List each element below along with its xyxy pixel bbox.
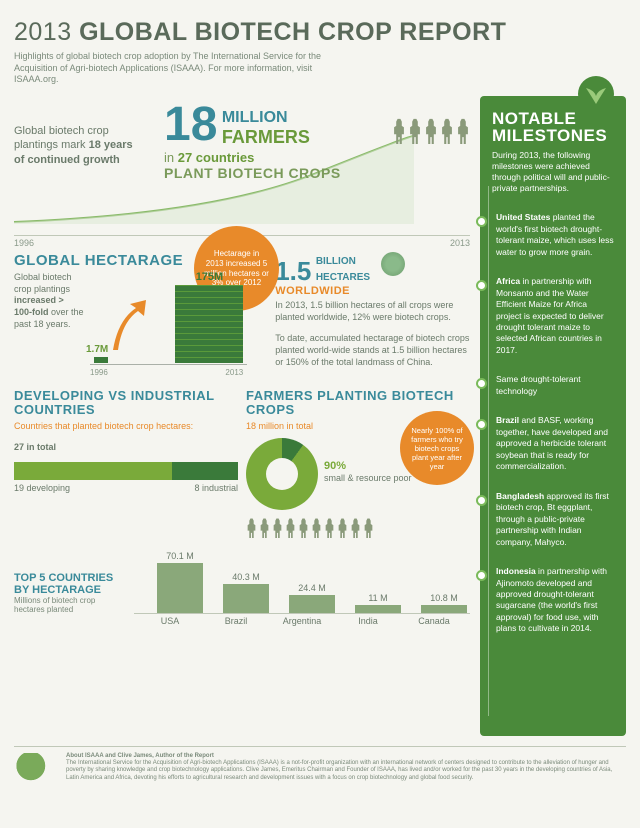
- timeline-end: 2013: [450, 238, 470, 248]
- top5-sub: Millions of biotech crop hectares plante…: [14, 596, 124, 614]
- dev-industrial-section: DEVELOPING VS INDUSTRIAL COUNTRIES Count…: [14, 389, 238, 538]
- chart-end-label: 175M: [196, 271, 224, 283]
- worldwide-text1: In 2013, 1.5 billion hectares of all cro…: [275, 300, 470, 323]
- hero-million: MILLION: [222, 110, 288, 126]
- farmers-donut: [246, 438, 318, 510]
- farmers-badge: Nearly 100% of farmers who try biotech c…: [400, 411, 474, 485]
- growth-caption: Global biotech crop plantings mark 18 ye…: [14, 124, 144, 167]
- page-subtitle: Highlights of global biotech crop adopti…: [14, 51, 324, 86]
- arrow-icon: [108, 300, 148, 355]
- milestones-line: [488, 186, 489, 716]
- footer-text: About ISAAA and Clive James, Author of t…: [66, 753, 626, 785]
- chart-start-label: 1.7M: [86, 344, 108, 355]
- page-title: 2013 GLOBAL BIOTECH CROP REPORT: [14, 18, 626, 47]
- farmer-icons: [392, 116, 470, 144]
- right-column: NOTABLE MILESTONES During 2013, the foll…: [480, 96, 626, 736]
- hectarage-text: Global biotech crop plantings increased …: [14, 272, 84, 375]
- farmers-icon-row: [246, 516, 470, 538]
- milestones-title: NOTABLE MILESTONES: [492, 110, 614, 144]
- top5-title: TOP 5 COUNTRIES BY HECTARAGE: [14, 572, 124, 596]
- hero-countries: in 27 countries: [164, 150, 341, 165]
- milestones-intro: During 2013, the following milestones we…: [492, 150, 614, 194]
- infographic-container: 2013 GLOBAL BIOTECH CROP REPORT Highligh…: [0, 0, 640, 795]
- dev-title: DEVELOPING VS INDUSTRIAL COUNTRIES: [14, 389, 238, 418]
- globe-icon: [381, 252, 405, 276]
- left-column: Global biotech crop plantings mark 18 ye…: [14, 96, 470, 736]
- footer: About ISAAA and Clive James, Author of t…: [14, 746, 626, 785]
- milestones-panel: NOTABLE MILESTONES During 2013, the foll…: [480, 96, 626, 736]
- chart-start-bar: [94, 357, 108, 363]
- farmers-planting-section: FARMERS PLANTING BIOTECH CROPS 18 millio…: [246, 389, 470, 538]
- plant-icon: [576, 74, 616, 114]
- dev-total: 27 in total: [14, 442, 238, 454]
- dev-farmers-row: DEVELOPING VS INDUSTRIAL COUNTRIES Count…: [14, 389, 470, 538]
- hero-section: Global biotech crop plantings mark 18 ye…: [14, 96, 470, 236]
- hectarage-row: Hectarage in 2013 increased 5 million he…: [14, 252, 470, 375]
- worldwide-hect: HECTARES: [316, 273, 370, 283]
- chart-axis: [90, 364, 247, 365]
- timeline-start: 1996: [14, 238, 34, 248]
- dev-stacked-bar: [14, 462, 238, 480]
- worldwide-section: 1.5 BILLION HECTARES WORLDWIDE In 2013, …: [275, 252, 470, 375]
- main-columns: Global biotech crop plantings mark 18 ye…: [14, 96, 626, 736]
- dev-sub: Countries that planted biotech crop hect…: [14, 421, 238, 433]
- hero-number: 18: [164, 106, 217, 144]
- dev-label: 19 developing: [14, 483, 70, 493]
- ind-label: 8 industrial: [194, 483, 238, 493]
- worldwide-number: 1.5: [275, 260, 311, 283]
- hectarage-chart: 175M 1.7M 1996 2013: [90, 275, 267, 375]
- hero-plant-label: PLANT BIOTECH CROPS: [164, 165, 341, 181]
- hero-stat: 18 MILLION FARMERS in 27 countries PLANT…: [164, 106, 341, 181]
- dev-bar: [14, 462, 172, 480]
- top5-chart: 70.1 M40.3 M24.4 M11 M10.8 M: [134, 554, 470, 614]
- axis-end: 2013: [225, 368, 243, 377]
- ind-bar: [172, 462, 238, 480]
- title-year: 2013: [14, 18, 72, 46]
- isaaa-logo: [14, 753, 56, 785]
- hero-farmers: FARMERS: [222, 128, 310, 146]
- worldwide-label: WORLDWIDE: [275, 285, 470, 297]
- dev-labels: 19 developing 8 industrial: [14, 483, 238, 493]
- axis-start: 1996: [90, 368, 108, 377]
- worldwide-billion: BILLION: [316, 257, 356, 267]
- worldwide-text2: To date, accumulated hectarage of biotec…: [275, 333, 470, 368]
- top5-section: TOP 5 COUNTRIES BY HECTARAGE Millions of…: [14, 550, 470, 626]
- title-main: GLOBAL BIOTECH CROP REPORT: [79, 18, 506, 46]
- donut-label: 90% small & resource poor: [324, 460, 412, 484]
- chart-end-bar: [175, 285, 243, 363]
